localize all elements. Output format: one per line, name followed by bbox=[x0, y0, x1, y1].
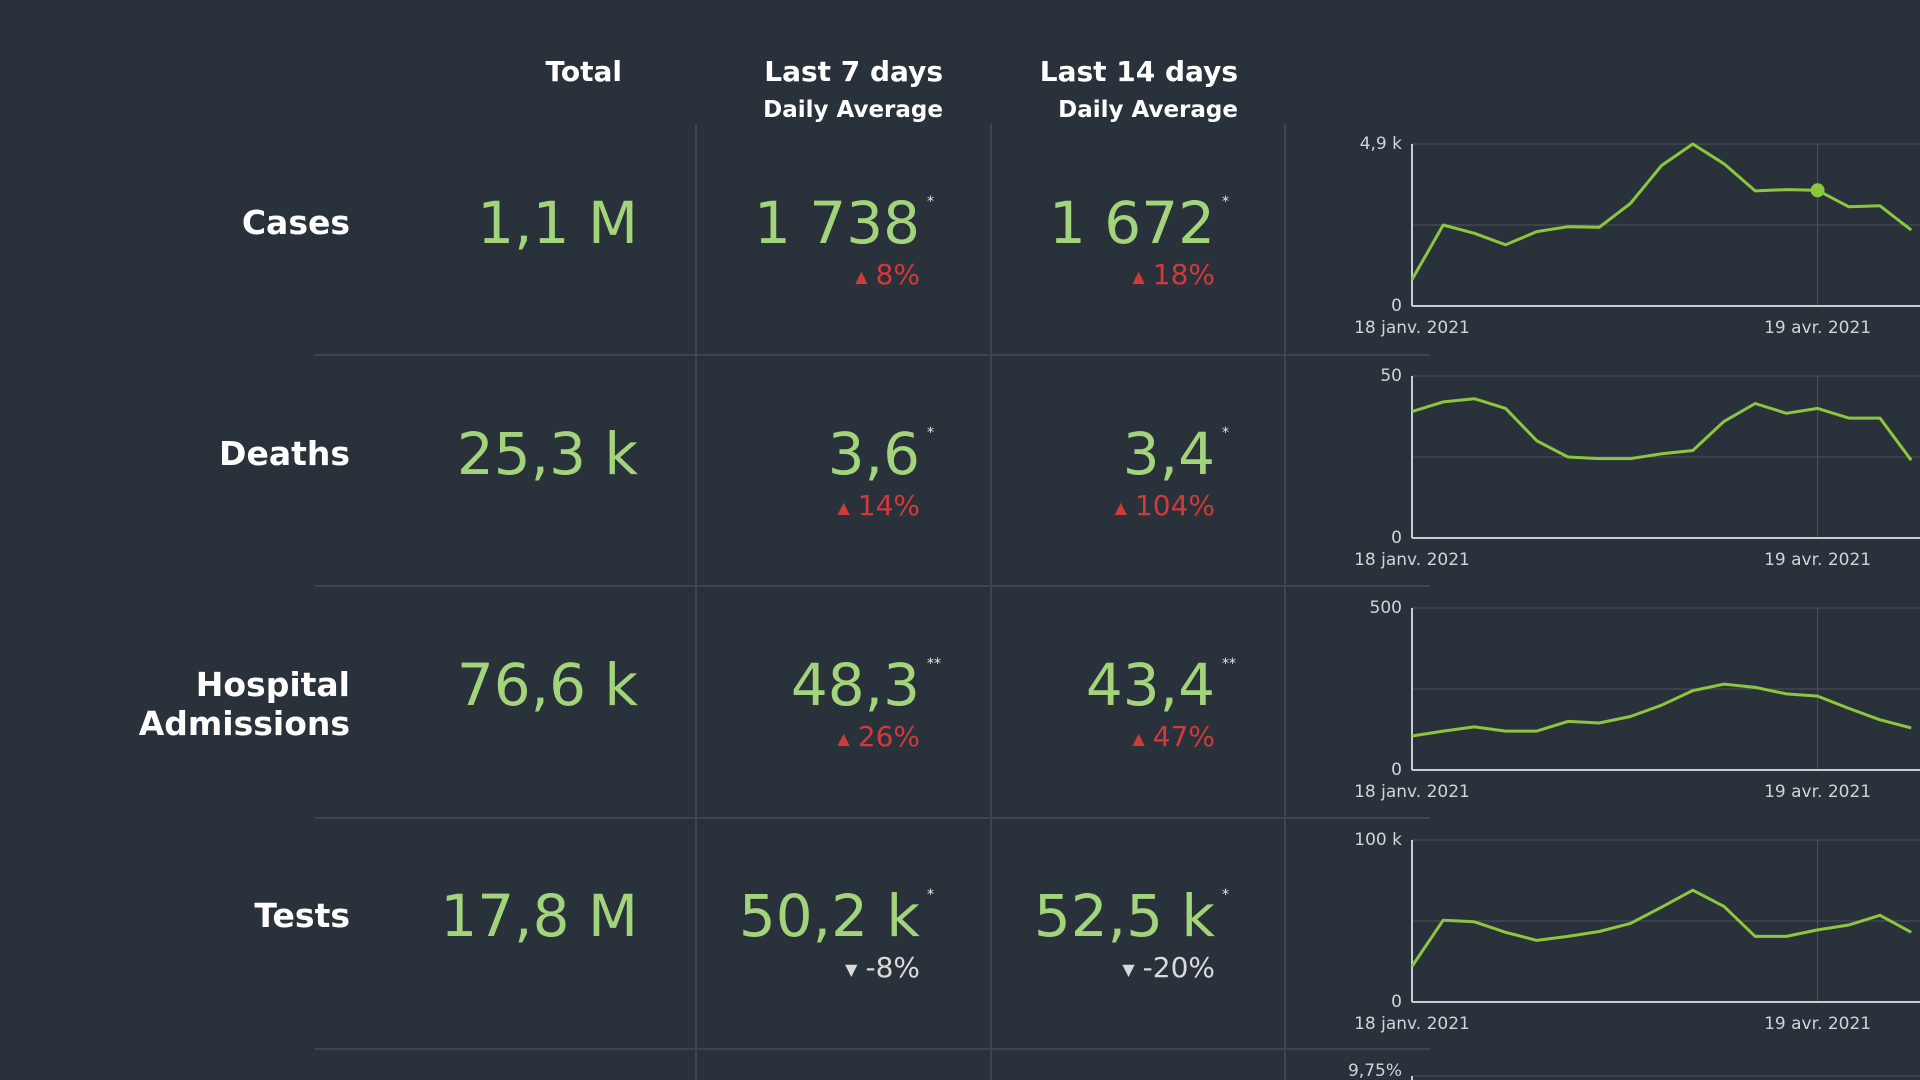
arrow-up-icon: ▲ bbox=[855, 267, 868, 286]
header-last7-sub: Daily Average bbox=[763, 97, 943, 123]
y-tick-label: 0 bbox=[1391, 296, 1402, 316]
row-divider bbox=[315, 354, 1430, 356]
y-tick-label: 0 bbox=[1391, 760, 1402, 780]
sparkline-chart-tests: 100 k 018 janv. 2021 19 avr. 2021 bbox=[1354, 830, 1920, 1034]
row-label-cases: Cases bbox=[241, 203, 350, 242]
row-label-tests: Tests bbox=[254, 896, 350, 935]
deaths-avg14: 3,4 bbox=[1122, 420, 1215, 488]
tests-avg14: 52,5 k bbox=[1033, 882, 1215, 950]
arrow-up-icon: ▲ bbox=[1132, 729, 1145, 748]
sparkline-chart-deaths: 50 018 janv. 2021 19 avr. 2021 bbox=[1354, 366, 1920, 570]
hospital-avg14-mark: ** bbox=[1222, 656, 1236, 672]
y-tick-label: 4,9 k bbox=[1360, 134, 1402, 154]
hospital-avg7-mark: ** bbox=[927, 656, 941, 672]
cases-avg14-change: ▲ 18% bbox=[1132, 258, 1215, 291]
row-divider bbox=[315, 1048, 1430, 1050]
header-total: Total bbox=[545, 55, 623, 88]
cases-avg7: 1 738 bbox=[753, 189, 920, 257]
highlight-point bbox=[1810, 183, 1825, 198]
series-line bbox=[1410, 888, 1912, 968]
sparkline-chart-hospital: 500 018 janv. 2021 19 avr. 2021 bbox=[1354, 598, 1920, 802]
column-divider bbox=[1284, 124, 1286, 1080]
x-tick-label: 19 avr. 2021 bbox=[1764, 782, 1871, 802]
x-tick-label: 18 janv. 2021 bbox=[1354, 318, 1470, 338]
series-line bbox=[1411, 682, 1912, 738]
sparkline-chart-cases: 4,9 k 018 janv. 2021 19 avr. 2021 bbox=[1354, 134, 1920, 338]
series-line bbox=[1411, 397, 1913, 462]
header-last7: Last 7 days bbox=[764, 55, 943, 88]
y-tick-label: 100 k bbox=[1354, 830, 1402, 850]
x-tick-label: 19 avr. 2021 bbox=[1764, 550, 1871, 570]
arrow-up-icon: ▲ bbox=[1132, 267, 1145, 286]
row-label-deaths: Deaths bbox=[219, 434, 350, 473]
deaths-avg14-change: ▲ 104% bbox=[1114, 489, 1215, 522]
y-tick-label: 0 bbox=[1391, 992, 1402, 1012]
x-tick-label: 19 avr. 2021 bbox=[1764, 1014, 1871, 1034]
cases-avg14-mark: * bbox=[1222, 194, 1229, 210]
row-label-hospital-admissions: Hospital Admissions bbox=[138, 665, 350, 743]
x-tick-label: 18 janv. 2021 bbox=[1354, 782, 1470, 802]
hospital-avg14-change: ▲ 47% bbox=[1132, 720, 1215, 753]
tests-total: 17,8 M bbox=[440, 882, 638, 950]
y-tick-label: 500 bbox=[1370, 598, 1402, 618]
cases-avg14: 1 672 bbox=[1048, 189, 1215, 257]
deaths-total: 25,3 k bbox=[456, 420, 638, 488]
arrow-down-icon: ▼ bbox=[1122, 960, 1135, 979]
series-line bbox=[1410, 142, 1913, 281]
column-divider bbox=[695, 124, 697, 1080]
deaths-avg7-change: ▲ 14% bbox=[837, 489, 920, 522]
row-divider bbox=[315, 817, 1430, 819]
cases-avg7-mark: * bbox=[927, 194, 934, 210]
hospital-avg7-change: ▲ 26% bbox=[837, 720, 920, 753]
x-tick-label: 18 janv. 2021 bbox=[1354, 1014, 1470, 1034]
header-last14-sub: Daily Average bbox=[1058, 97, 1238, 123]
column-divider bbox=[990, 124, 992, 1080]
tests-avg7-mark: * bbox=[927, 887, 934, 903]
hospital-avg14: 43,4 bbox=[1085, 651, 1215, 719]
sparkline-chart-partial: 9,75% bbox=[1348, 1061, 1920, 1080]
y-tick-label: 50 bbox=[1380, 366, 1402, 386]
tests-avg14-mark: * bbox=[1222, 887, 1229, 903]
y-tick-label: 9,75% bbox=[1348, 1061, 1402, 1080]
arrow-up-icon: ▲ bbox=[1114, 498, 1127, 517]
arrow-down-icon: ▼ bbox=[845, 960, 858, 979]
deaths-avg14-mark: * bbox=[1222, 425, 1229, 441]
arrow-up-icon: ▲ bbox=[837, 498, 850, 517]
cases-avg7-change: ▲ 8% bbox=[855, 258, 920, 291]
hospital-avg7: 48,3 bbox=[790, 651, 920, 719]
tests-avg14-change: ▼ -20% bbox=[1122, 951, 1215, 984]
y-tick-label: 0 bbox=[1391, 528, 1402, 548]
header-last14: Last 14 days bbox=[1039, 55, 1238, 88]
x-tick-label: 19 avr. 2021 bbox=[1764, 318, 1871, 338]
cases-total: 1,1 M bbox=[477, 189, 638, 257]
row-divider bbox=[315, 585, 1430, 587]
hospital-total: 76,6 k bbox=[456, 651, 638, 719]
x-tick-label: 18 janv. 2021 bbox=[1354, 550, 1470, 570]
deaths-avg7-mark: * bbox=[927, 425, 934, 441]
tests-avg7-change: ▼ -8% bbox=[845, 951, 920, 984]
deaths-avg7: 3,6 bbox=[827, 420, 920, 488]
tests-avg7: 50,2 k bbox=[738, 882, 920, 950]
arrow-up-icon: ▲ bbox=[837, 729, 850, 748]
